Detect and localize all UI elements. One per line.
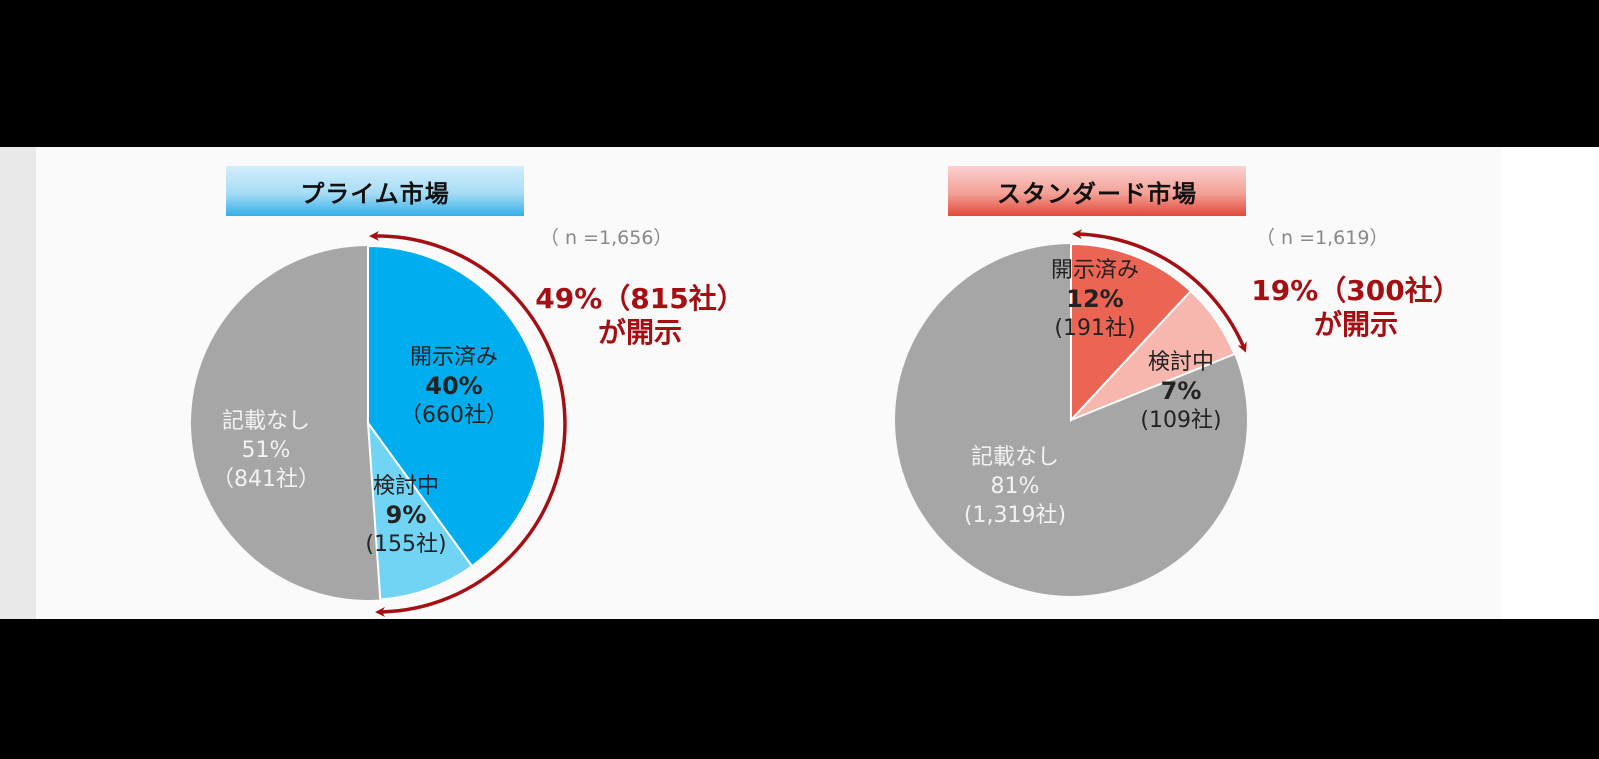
slice-pct: 7% xyxy=(1160,377,1202,405)
slice-count: （660社） xyxy=(400,403,508,428)
slice-name: 検討中 xyxy=(1147,350,1214,375)
standard-label-none: 記載なし 81% (1,319社) xyxy=(940,443,1090,530)
slice-pct: 9% xyxy=(385,501,427,529)
standard-label-considering: 検討中 7% (109社) xyxy=(1126,348,1236,435)
prime-market-title: プライム市場 xyxy=(226,166,524,216)
slice-name: 記載なし xyxy=(221,409,310,434)
left-margin-strip xyxy=(0,147,36,619)
standard-market-title: スタンダード市場 xyxy=(948,166,1246,216)
slice-pct: 51% xyxy=(241,438,291,463)
slice-count: (109社) xyxy=(1140,408,1222,433)
prime-callout-line1: 49%（815社） xyxy=(535,282,745,315)
slice-count: (191社) xyxy=(1054,316,1136,341)
standard-pie xyxy=(895,229,1247,596)
standard-label-disclosed: 開示済み 12% (191社) xyxy=(1030,256,1160,343)
standard-callout: 19%（300社） が開示 xyxy=(1236,274,1476,342)
prime-slice-disclosed xyxy=(367,244,546,568)
prime-label-none: 記載なし 51% （841社） xyxy=(196,407,336,494)
prime-callout: 49%（815社） が開示 xyxy=(520,282,760,350)
slice-pct: 40% xyxy=(425,372,483,400)
prime-label-disclosed: 開示済み 40% （660社） xyxy=(384,343,524,430)
prime-disclosure-arrow xyxy=(369,230,567,617)
prime-sample-size: （ n =1,656） xyxy=(540,227,673,249)
slice-count: (155社) xyxy=(365,532,447,557)
prime-pie xyxy=(191,230,567,617)
slice-pct: 12% xyxy=(1066,285,1124,313)
slice-name: 検討中 xyxy=(372,474,439,499)
prime-label-considering: 検討中 9% (155社) xyxy=(346,472,466,559)
standard-disclosure-arrow xyxy=(1072,229,1247,353)
standard-callout-line2: が開示 xyxy=(1313,308,1398,341)
prime-callout-line2: が開示 xyxy=(597,316,682,349)
slice-name: 開示済み xyxy=(1050,258,1139,283)
slice-name: 記載なし xyxy=(970,445,1059,470)
standard-callout-line1: 19%（300社） xyxy=(1251,274,1461,307)
slice-count: (1,319社) xyxy=(963,503,1067,528)
standard-sample-size: （ n =1,619） xyxy=(1256,227,1389,249)
slice-name: 開示済み xyxy=(409,345,498,370)
slice-pct: 81% xyxy=(990,474,1040,499)
slice-count: （841社） xyxy=(212,467,320,492)
